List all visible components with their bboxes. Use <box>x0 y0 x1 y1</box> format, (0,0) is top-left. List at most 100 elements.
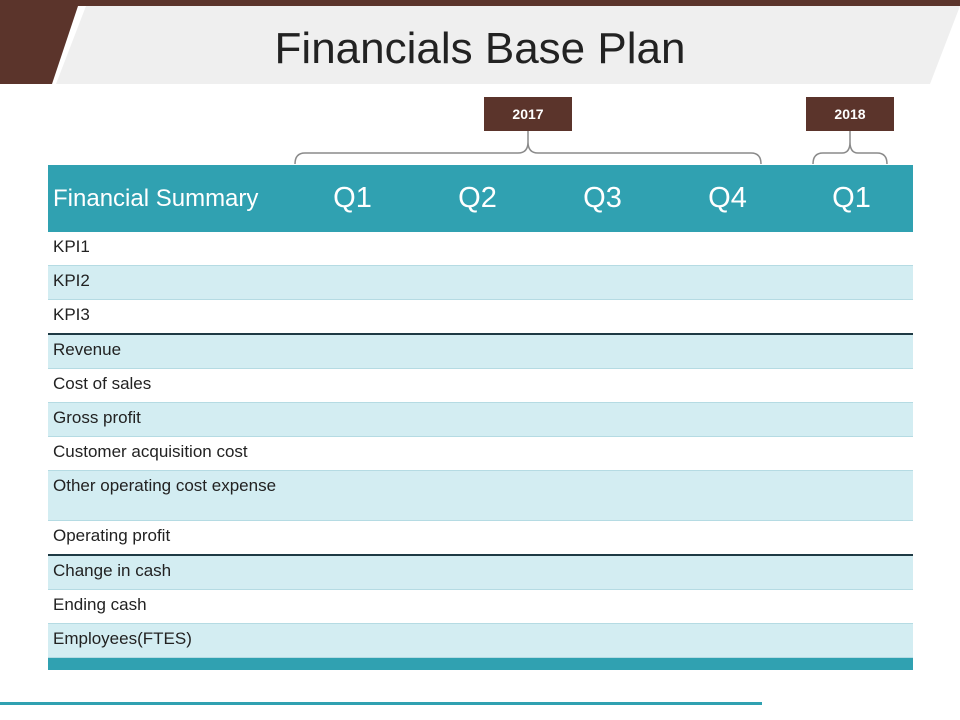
cell <box>540 520 665 556</box>
cell <box>290 623 415 658</box>
table-row: KPI3 <box>48 299 913 335</box>
cell <box>415 554 540 590</box>
cell <box>665 520 790 556</box>
cell <box>665 333 790 369</box>
cell <box>790 520 913 556</box>
cell <box>790 470 913 521</box>
table-row: Cost of sales <box>48 368 913 403</box>
cell <box>415 623 540 658</box>
cell <box>790 402 913 437</box>
cell <box>415 436 540 471</box>
cell <box>290 554 415 590</box>
header-q1-2017: Q1 <box>290 165 415 232</box>
bracket-2018 <box>812 131 888 165</box>
cell <box>540 589 665 624</box>
bracket-2017 <box>294 131 762 165</box>
cell <box>665 623 790 658</box>
cell <box>665 402 790 437</box>
cell <box>540 333 665 369</box>
table-row: Ending cash <box>48 589 913 624</box>
top-accent-bar <box>0 0 960 6</box>
year-badge-2017: 2017 <box>484 97 572 131</box>
cell <box>415 232 540 266</box>
cell <box>665 265 790 300</box>
row-label-gross-profit: Gross profit <box>48 402 290 437</box>
banner-background <box>56 6 960 84</box>
row-label-operating-profit: Operating profit <box>48 520 290 556</box>
cell <box>415 265 540 300</box>
table-row: Other operating cost expense <box>48 470 913 521</box>
banner-left-accent <box>0 6 78 84</box>
header-q3-2017: Q3 <box>540 165 665 232</box>
cell <box>790 436 913 471</box>
header-q2-2017: Q2 <box>415 165 540 232</box>
cell <box>540 265 665 300</box>
table-row: KPI1 <box>48 232 913 266</box>
header-financial-summary: Financial Summary <box>48 165 290 232</box>
row-label-kpi2: KPI2 <box>48 265 290 300</box>
cell <box>415 520 540 556</box>
cell <box>540 232 665 266</box>
cell <box>665 554 790 590</box>
row-label-customer-acquisition-cost: Customer acquisition cost <box>48 436 290 471</box>
cell <box>665 232 790 266</box>
cell <box>790 232 913 266</box>
cell <box>290 299 415 335</box>
cell <box>540 436 665 471</box>
title-banner <box>0 6 960 84</box>
row-label-kpi3: KPI3 <box>48 299 290 335</box>
table-header-row: Financial Summary Q1 Q2 Q3 Q4 Q1 <box>48 165 913 232</box>
table-row: Employees(FTES) <box>48 623 913 658</box>
footer-cell <box>48 657 913 670</box>
table-row: Customer acquisition cost <box>48 436 913 471</box>
cell <box>540 402 665 437</box>
cell <box>290 333 415 369</box>
row-label-other-operating-cost: Other operating cost expense <box>48 470 290 521</box>
row-label-kpi1: KPI1 <box>48 232 290 266</box>
cell <box>415 333 540 369</box>
cell <box>665 299 790 335</box>
cell <box>790 299 913 335</box>
table-row: Operating profit <box>48 520 913 556</box>
cell <box>415 402 540 437</box>
cell <box>540 368 665 403</box>
cell <box>790 265 913 300</box>
cell <box>540 623 665 658</box>
cell <box>790 368 913 403</box>
cell <box>790 554 913 590</box>
page-title: Financials Base Plan <box>274 24 686 73</box>
cell <box>415 589 540 624</box>
table-row: Change in cash <box>48 554 913 590</box>
cell <box>290 470 415 521</box>
cell <box>665 436 790 471</box>
row-label-cost-of-sales: Cost of sales <box>48 368 290 403</box>
table-row: Revenue <box>48 333 913 369</box>
year-brackets <box>294 131 888 165</box>
table-row: Gross profit <box>48 402 913 437</box>
cell <box>290 368 415 403</box>
row-label-ending-cash: Ending cash <box>48 589 290 624</box>
row-label-revenue: Revenue <box>48 333 290 369</box>
cell <box>790 333 913 369</box>
cell <box>665 470 790 521</box>
cell <box>290 232 415 266</box>
header-q1-2018: Q1 <box>790 165 913 232</box>
cell <box>290 436 415 471</box>
table-row: KPI2 <box>48 265 913 300</box>
cell <box>790 623 913 658</box>
cell <box>415 368 540 403</box>
bottom-accent-line <box>0 702 762 705</box>
cell <box>290 402 415 437</box>
cell <box>665 589 790 624</box>
year-badge-2018: 2018 <box>806 97 894 131</box>
cell <box>415 299 540 335</box>
row-label-employees: Employees(FTES) <box>48 623 290 658</box>
cell <box>665 368 790 403</box>
cell <box>290 589 415 624</box>
cell <box>290 265 415 300</box>
cell <box>540 470 665 521</box>
cell <box>290 520 415 556</box>
cell <box>540 554 665 590</box>
table-footer-bar <box>48 657 913 670</box>
cell <box>540 299 665 335</box>
